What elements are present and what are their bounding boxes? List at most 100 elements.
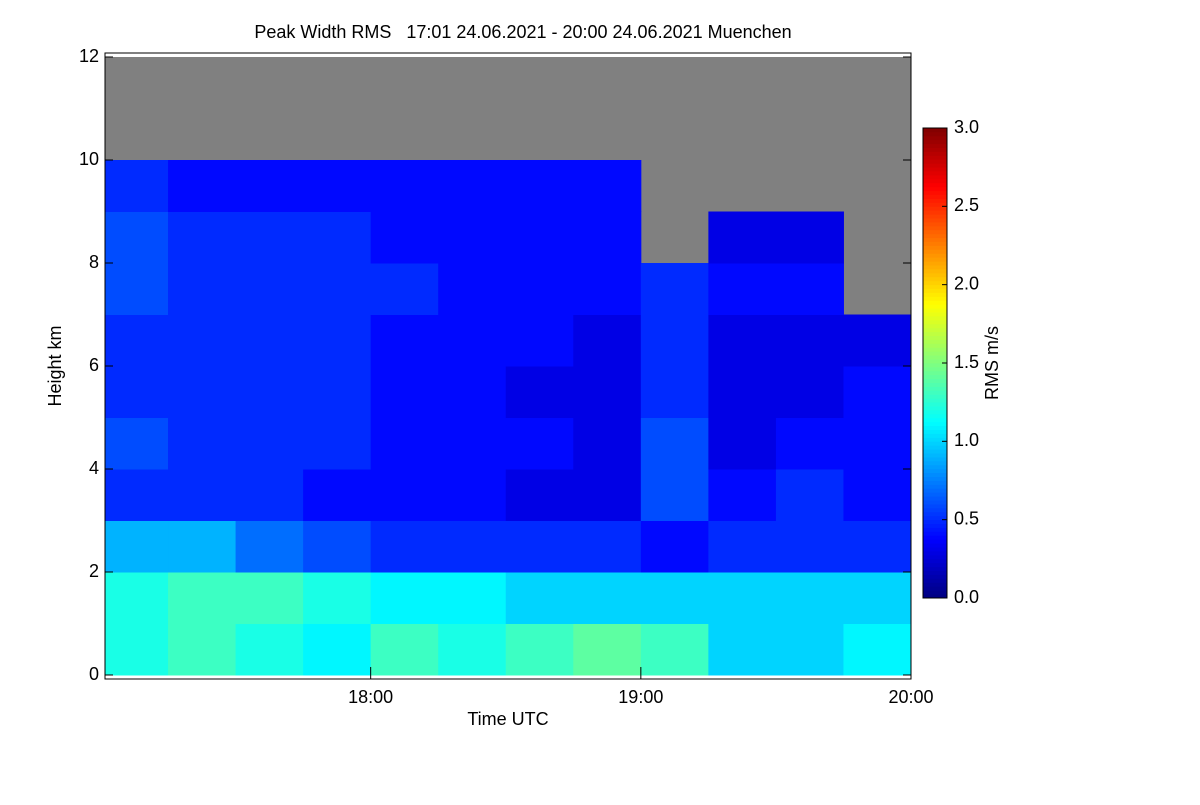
y-tick-label: 0: [89, 664, 99, 684]
colorbar-segment: [923, 171, 947, 176]
heatmap-cell: [573, 623, 642, 676]
colorbar-segment: [923, 566, 947, 571]
heatmap-cell: [235, 469, 304, 521]
colorbar-tick-label: 2.5: [954, 195, 979, 215]
colorbar-segment: [923, 394, 947, 399]
heatmap-cell: [303, 520, 372, 573]
heatmap-cell: [235, 160, 304, 212]
colorbar-segment: [923, 225, 947, 231]
heatmap-cell: [303, 263, 372, 315]
colorbar-segment: [923, 382, 947, 387]
x-axis-label: Time UTC: [467, 709, 548, 729]
colorbar-segment: [923, 421, 947, 427]
colorbar-segment: [923, 374, 947, 380]
colorbar-segment: [923, 167, 947, 172]
colorbar-segment: [923, 539, 947, 544]
heatmap-cell: [505, 572, 574, 624]
colorbar-segment: [923, 355, 947, 360]
colorbar-segment: [923, 194, 947, 199]
heatmap-cell: [235, 211, 304, 264]
colorbar-segment: [923, 398, 947, 403]
heatmap-cell: [168, 572, 237, 624]
heatmap-cell: [438, 623, 507, 676]
heatmap-cell: [775, 572, 844, 624]
colorbar-tick-label: 0.0: [954, 587, 979, 607]
colorbar-segment: [923, 515, 947, 521]
heatmap-cell: [573, 263, 642, 315]
colorbar-segment: [923, 359, 947, 364]
colorbar-segment: [923, 590, 947, 595]
colorbar-segment: [923, 304, 947, 309]
colorbar-segment: [923, 143, 947, 148]
heatmap-cell: [370, 211, 439, 264]
heatmap-cell: [708, 572, 777, 624]
colorbar-segment: [923, 445, 947, 450]
colorbar-segment: [923, 206, 947, 211]
y-tick-label: 6: [89, 355, 99, 375]
heatmap-cell: [775, 263, 844, 315]
heatmap-cell: [640, 572, 709, 624]
heatmap-cell: [505, 314, 574, 367]
heatmap-cell: [370, 366, 439, 418]
heatmap-cell: [843, 469, 912, 521]
heatmap-cell: [708, 417, 777, 470]
colorbar-segment: [923, 543, 947, 548]
colorbar-segment: [923, 582, 947, 587]
heatmap-cell: [843, 366, 912, 418]
heatmap-cell: [303, 623, 372, 676]
colorbar-segment: [923, 276, 947, 282]
colorbar-segment: [923, 351, 947, 356]
colorbar-segment: [923, 128, 947, 133]
heatmap-cell: [843, 314, 912, 367]
heatmap-cell: [168, 314, 237, 367]
heatmap-cell: [370, 520, 439, 573]
heatmap-cell: [235, 572, 304, 624]
colorbar-segment: [923, 457, 947, 462]
colorbar-segment: [923, 257, 947, 262]
colorbar-segment: [923, 316, 947, 321]
heatmap-cell: [370, 623, 439, 676]
colorbar-segment: [923, 554, 947, 560]
colorbar-segment: [923, 378, 947, 383]
colorbar-segment: [923, 280, 947, 286]
colorbar-segment: [923, 402, 947, 407]
colorbar-segment: [923, 449, 947, 454]
heatmap-cell: [775, 366, 844, 418]
heatmap-cell: [438, 520, 507, 573]
heatmap-cell: [105, 211, 169, 264]
colorbar-segment: [923, 460, 947, 466]
heatmap-cell: [303, 417, 372, 470]
colorbar-segment: [923, 182, 947, 188]
y-tick-label: 4: [89, 458, 99, 478]
heatmap-cell: [573, 211, 642, 264]
colorbar-segment: [923, 570, 947, 575]
heatmap-cell: [505, 623, 574, 676]
colorbar-segment: [923, 312, 947, 317]
heatmap-cell: [105, 572, 169, 624]
heatmap-cell: [105, 366, 169, 418]
heatmap-cell: [438, 469, 507, 521]
heatmap-cell: [303, 314, 372, 367]
heatmap-cell: [168, 160, 237, 212]
x-tick-label: 20:00: [888, 687, 933, 707]
heatmap-cell: [303, 572, 372, 624]
colorbar-segment: [923, 139, 947, 145]
heatmap-cell: [573, 160, 642, 212]
colorbar-segment: [923, 245, 947, 250]
heatmap-cell: [775, 314, 844, 367]
heatmap-cell: [235, 623, 304, 676]
colorbar-segment: [923, 390, 947, 395]
colorbar-segment: [923, 249, 947, 254]
heatmap-cell: [105, 469, 169, 521]
colorbar-segment: [923, 147, 947, 152]
colorbar-tick-label: 0.5: [954, 508, 979, 528]
colorbar-segment: [923, 292, 947, 297]
heatmap-cell: [640, 417, 709, 470]
colorbar-segment: [923, 218, 947, 223]
colorbar-segment: [923, 547, 947, 552]
colorbar-segment: [923, 468, 947, 474]
heatmap-cell: [303, 211, 372, 264]
heatmap-cell: [235, 366, 304, 418]
colorbar-segment: [923, 269, 947, 274]
colorbar-segment: [923, 319, 947, 325]
